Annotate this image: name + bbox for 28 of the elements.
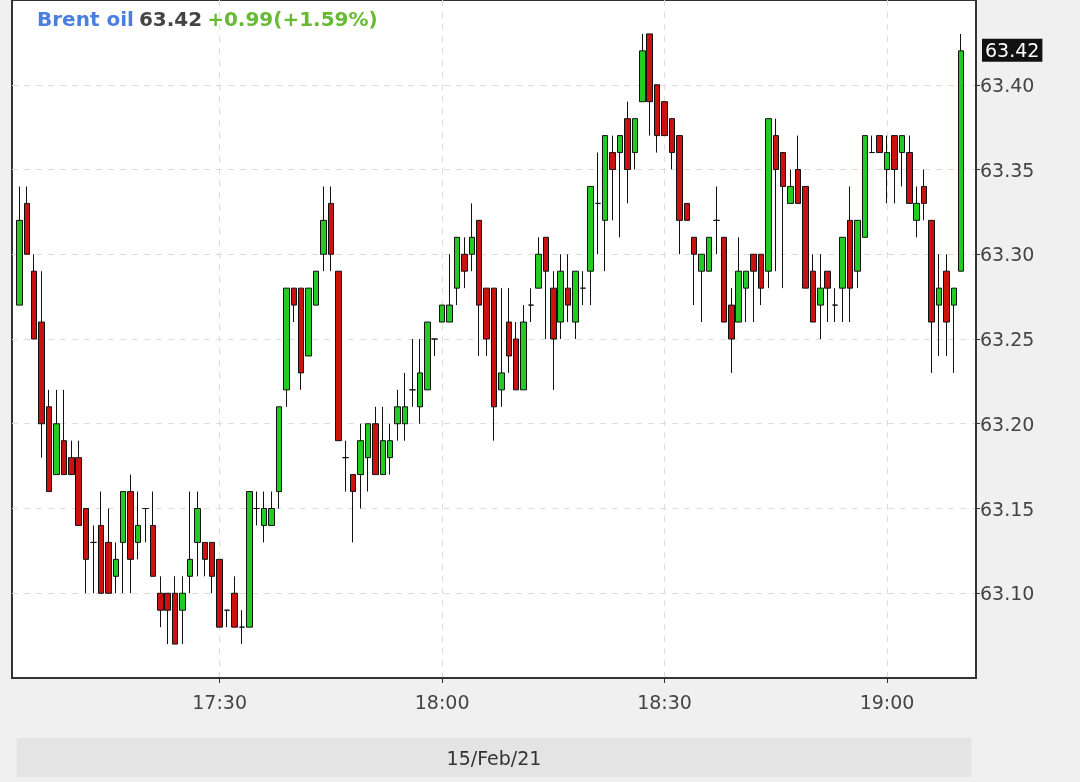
text: 63.42 <box>985 39 1040 62</box>
candlestick <box>276 406 282 509</box>
chart-subtitle: 63.42 <box>138 7 203 31</box>
x-axis-title: 15/Feb/21 <box>446 746 542 769</box>
candlestick <box>528 287 534 323</box>
x-tick-label: 17:30 <box>192 690 248 713</box>
candlestick <box>142 508 149 543</box>
annotation: +0.99(+1.59%) <box>207 7 378 31</box>
candlestick <box>958 33 964 272</box>
y-tick-label: 63.20 <box>980 412 1035 435</box>
y-tick-label: 63.40 <box>980 73 1035 96</box>
candlestick <box>832 287 838 323</box>
x-tick-label: 18:00 <box>414 690 470 713</box>
candlestick <box>335 270 342 442</box>
y-tick-label: 63.35 <box>980 158 1035 181</box>
y-tick-label: 63.25 <box>980 328 1035 350</box>
x-tick-label: 19:00 <box>859 690 915 713</box>
candlestick <box>587 185 594 306</box>
candlestick <box>342 440 349 493</box>
y-tick-label: 63.15 <box>980 497 1035 520</box>
chart-title: Brent oil <box>37 7 134 31</box>
candlestick <box>187 491 193 594</box>
candlestick <box>713 185 720 255</box>
candlestick <box>580 270 586 306</box>
candlestick <box>150 491 156 577</box>
x-tick-label: 18:30 <box>637 690 692 713</box>
y-tick-label: 63.30 <box>980 243 1035 266</box>
y-tick-label: 63.10 <box>980 582 1035 605</box>
